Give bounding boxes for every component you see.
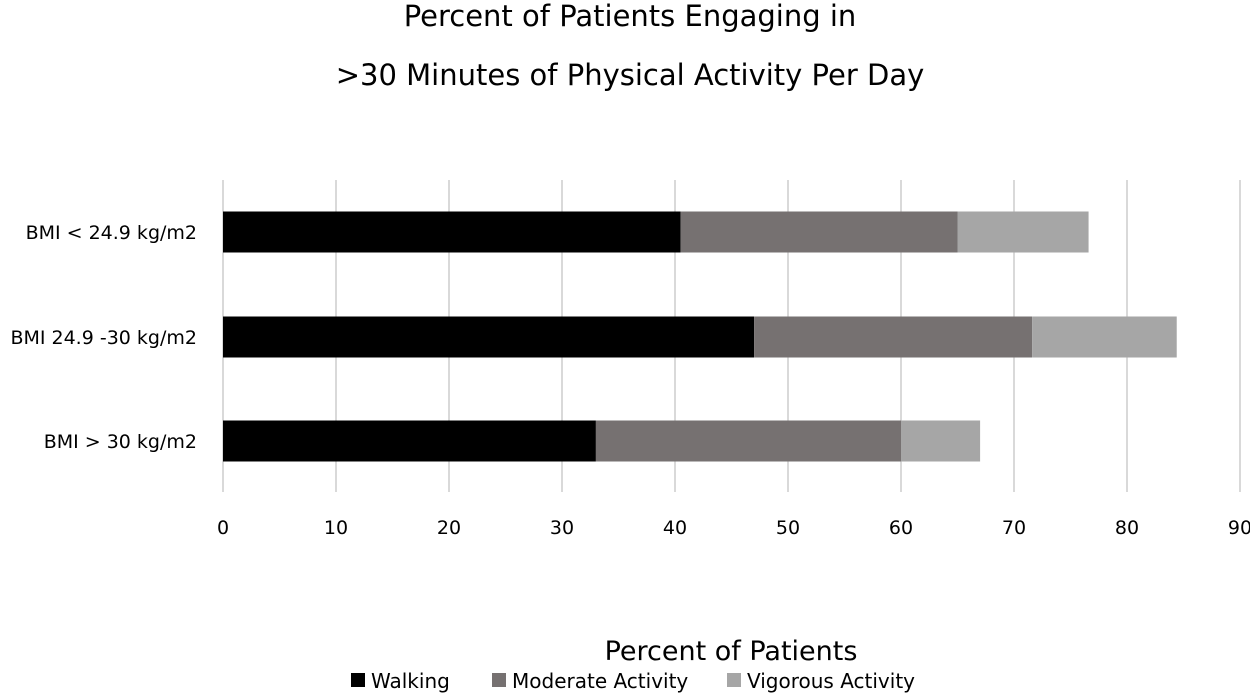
chart-title-line-2: >30 Minutes of Physical Activity Per Day	[336, 58, 925, 92]
bar-segment-moderate-activity	[754, 316, 1033, 358]
category-label: BMI < 24.9 kg/m2	[26, 222, 197, 244]
x-tick-label: 30	[550, 517, 574, 539]
legend-label: Moderate Activity	[512, 669, 688, 693]
x-tick-label: 60	[889, 517, 913, 539]
bar-segment-vigorous-activity	[1032, 316, 1177, 358]
bar-segment-walking	[223, 211, 681, 253]
legend-swatch	[492, 673, 506, 687]
x-tick-label: 40	[663, 517, 687, 539]
x-tick-label: 10	[324, 517, 348, 539]
x-tick-label: 70	[1002, 517, 1026, 539]
legend-label: Walking	[371, 669, 450, 693]
legend-swatch	[727, 673, 741, 687]
legend-swatch	[351, 673, 365, 687]
chart-title-line-1: Percent of Patients Engaging in	[404, 0, 857, 33]
x-tick-label: 80	[1115, 517, 1139, 539]
category-labels: BMI < 24.9 kg/m2 BMI 24.9 -30 kg/m2 BMI > …	[10, 222, 197, 453]
bar-segment-walking	[223, 420, 596, 462]
category-label: BMI 24.9 -30 kg/m2	[10, 327, 197, 349]
bar-segment-vigorous-activity	[901, 420, 981, 462]
x-axis-title: Percent of Patients	[605, 636, 858, 667]
x-tick-label: 0	[217, 517, 229, 539]
x-tick-label: 50	[776, 517, 800, 539]
legend: Walking Moderate Activity Vigorous Activit…	[351, 669, 915, 693]
x-tick-labels: 0 10 20 30 40 50 60 70 80 90	[217, 517, 1250, 539]
bar-segment-vigorous-activity	[957, 211, 1089, 253]
legend-label: Vigorous Activity	[747, 669, 915, 693]
x-tick-label: 20	[437, 517, 461, 539]
bar-segment-moderate-activity	[595, 420, 901, 462]
bar-segment-walking	[223, 316, 755, 358]
bar-segment-moderate-activity	[680, 211, 958, 253]
x-tick-label: 90	[1228, 517, 1250, 539]
category-label: BMI > 30 kg/m2	[44, 431, 197, 453]
bars	[223, 211, 1177, 462]
